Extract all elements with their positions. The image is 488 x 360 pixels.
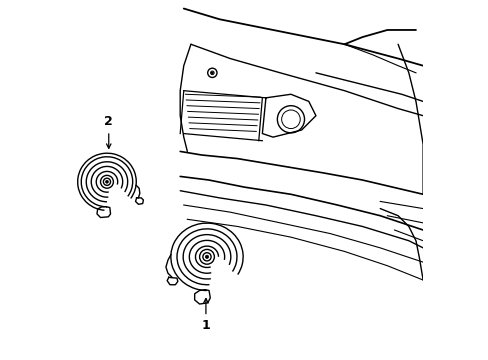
Text: 1: 1 (201, 298, 210, 332)
Text: 2: 2 (104, 115, 113, 148)
Circle shape (205, 255, 208, 258)
Circle shape (211, 72, 213, 73)
Circle shape (105, 180, 108, 183)
